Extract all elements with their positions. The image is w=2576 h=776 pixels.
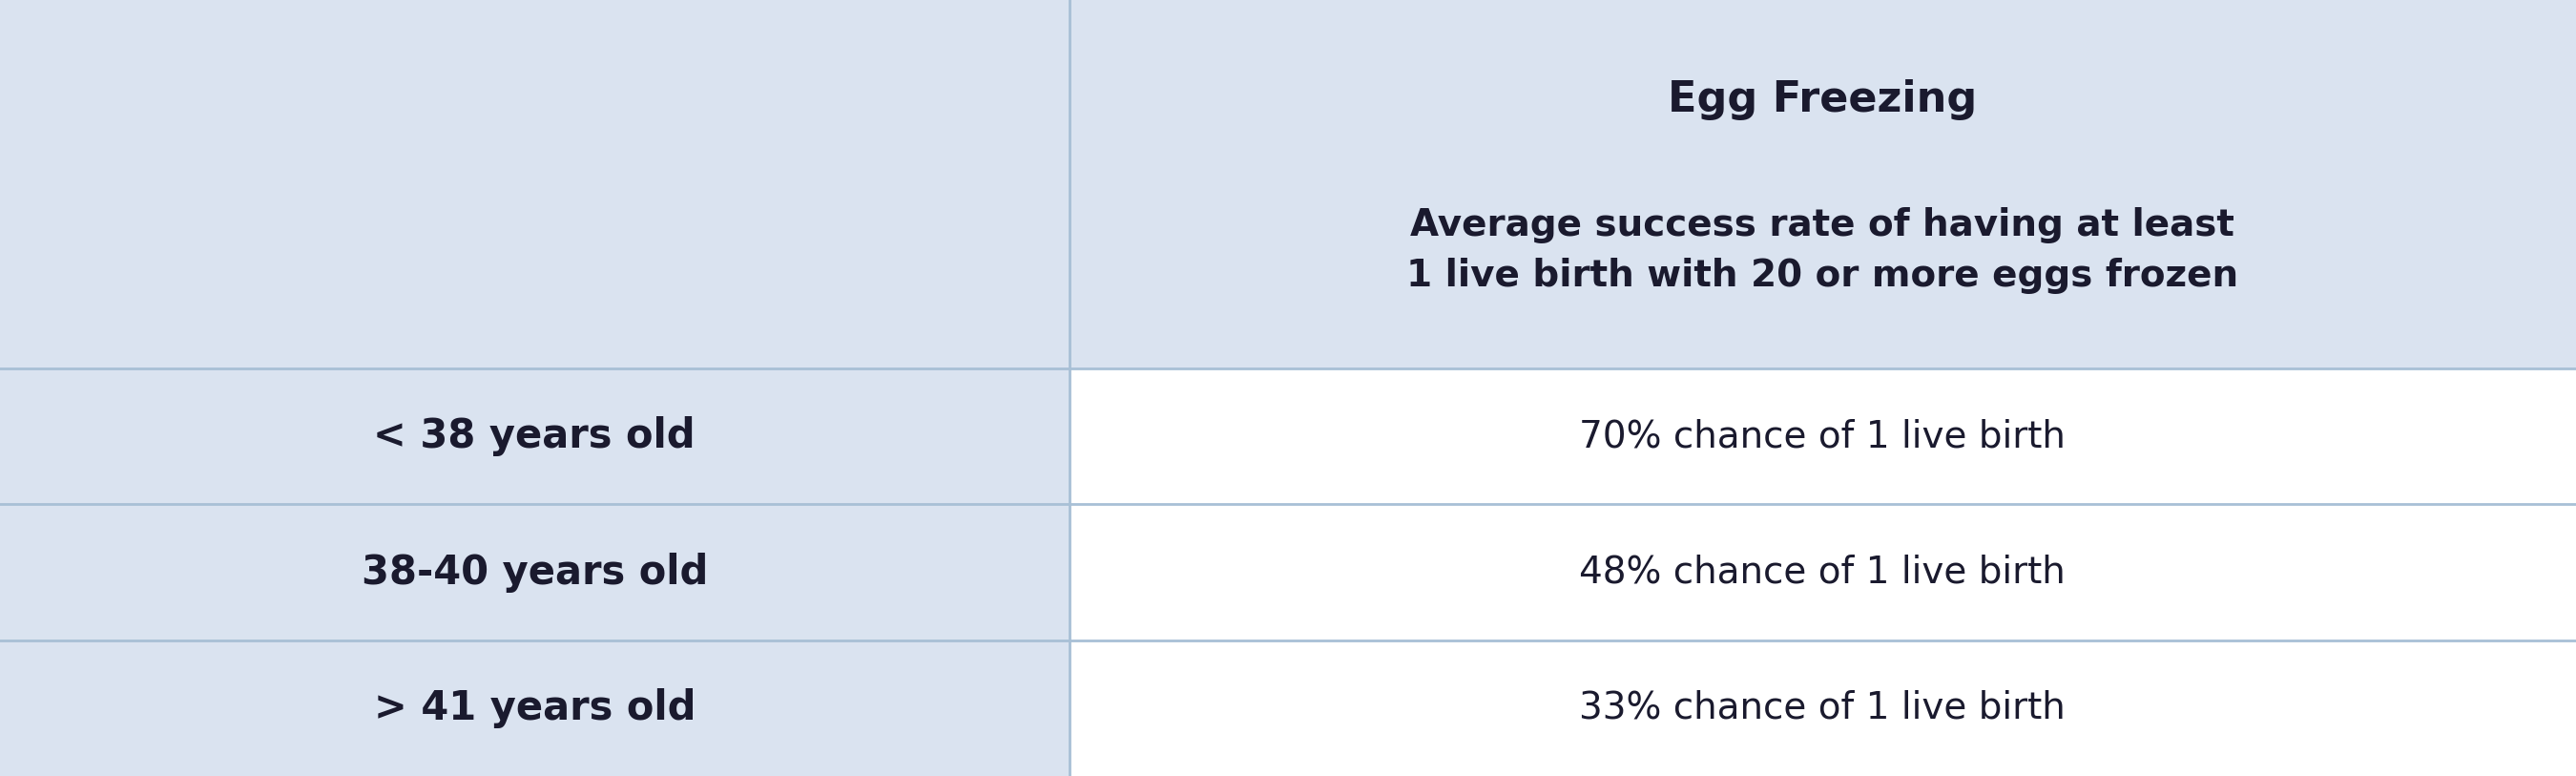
Text: 38-40 years old: 38-40 years old — [361, 553, 708, 592]
Text: < 38 years old: < 38 years old — [374, 417, 696, 456]
Bar — [1069, 369, 2576, 504]
Bar — [0, 369, 1069, 504]
Bar — [0, 640, 1069, 776]
Bar — [1069, 504, 2576, 640]
Text: 33% chance of 1 live birth: 33% chance of 1 live birth — [1579, 690, 2066, 726]
Bar — [1069, 640, 2576, 776]
Text: Egg Freezing: Egg Freezing — [1667, 79, 1978, 120]
Text: Average success rate of having at least
1 live birth with 20 or more eggs frozen: Average success rate of having at least … — [1406, 207, 2239, 294]
Bar — [0, 0, 1069, 369]
Bar — [1069, 0, 2576, 369]
Bar — [0, 504, 1069, 640]
Text: > 41 years old: > 41 years old — [374, 688, 696, 728]
Text: 70% chance of 1 live birth: 70% chance of 1 live birth — [1579, 418, 2066, 455]
Text: 48% chance of 1 live birth: 48% chance of 1 live birth — [1579, 554, 2066, 591]
